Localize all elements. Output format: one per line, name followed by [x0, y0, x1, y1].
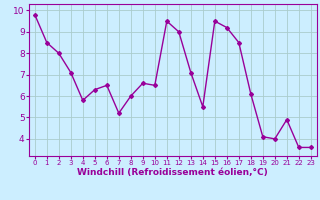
X-axis label: Windchill (Refroidissement éolien,°C): Windchill (Refroidissement éolien,°C)	[77, 168, 268, 177]
